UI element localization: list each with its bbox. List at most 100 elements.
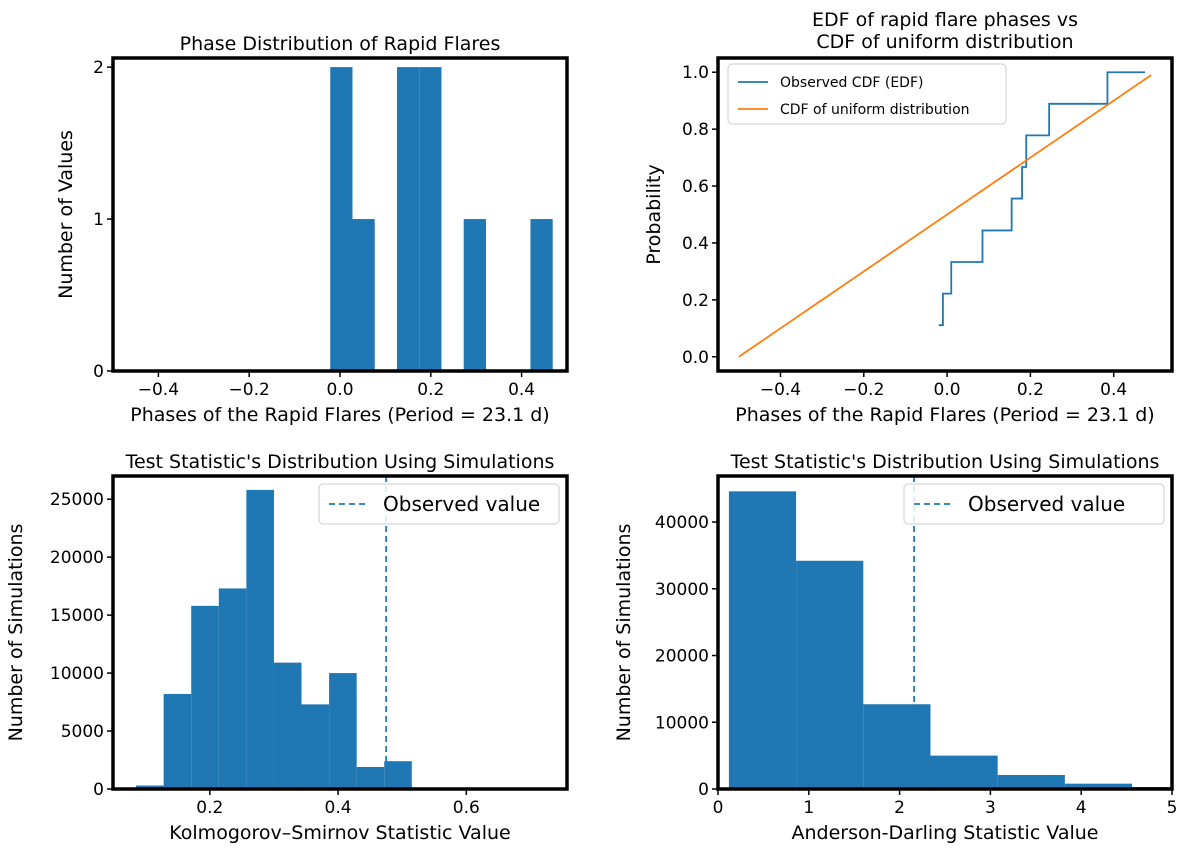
- chart-title-line: Phase Distribution of Rapid Flares: [180, 33, 501, 55]
- histogram-bar: [273, 662, 302, 789]
- histogram-bar: [997, 774, 1065, 789]
- x-axis-label: Phases of the Rapid Flares (Period = 23.…: [735, 404, 1154, 426]
- x-tick-label: 0: [713, 798, 724, 818]
- x-tick-label: 0.2: [196, 798, 223, 818]
- chart-title: Test Statistic's Distribution Using Simu…: [125, 451, 555, 473]
- legend: Observed value: [903, 483, 1165, 525]
- plot-area: [728, 476, 1172, 789]
- y-tick-label: 1.0: [682, 63, 709, 83]
- edf-step-line: [938, 71, 1145, 327]
- chart-title: EDF of rapid flare phases vs CDF of unifo…: [812, 9, 1078, 53]
- y-tick-label: 1: [93, 210, 104, 230]
- x-tick-label: 0.0: [934, 380, 961, 400]
- plot-area: [136, 476, 550, 789]
- axes-frame: [111, 474, 569, 791]
- y-tick-label: 0.0: [682, 348, 709, 368]
- y-tick-label: 15000: [50, 606, 104, 626]
- chart-title: Test Statistic's Distribution Using Simu…: [730, 451, 1160, 473]
- y-tick-label: 0.8: [682, 120, 709, 140]
- histogram-bar: [930, 755, 998, 789]
- x-axis-label: Anderson-Darling Statistic Value: [792, 822, 1099, 844]
- x-axis-label: Kolmogorov–Smirnov Statistic Value: [169, 822, 510, 844]
- x-tick-label: 0.4: [1100, 380, 1127, 400]
- x-tick-label: −0.4: [760, 380, 801, 400]
- legend-label: Observed value: [968, 492, 1125, 516]
- y-tick-label: 25000: [50, 490, 104, 510]
- x-tick-label: 0.4: [508, 380, 535, 400]
- y-axis-label: Number of Simulations: [5, 524, 27, 742]
- uniform-cdf-line: [738, 74, 1152, 358]
- y-tick-label: 0.6: [682, 177, 709, 197]
- histogram-bar: [396, 67, 420, 371]
- histogram-bar: [329, 673, 357, 789]
- chart-title-line: Test Statistic's Distribution Using Simu…: [730, 451, 1160, 473]
- chart-title-line: CDF of uniform distribution: [816, 31, 1073, 53]
- histogram-bar: [419, 67, 442, 371]
- histogram-bar: [301, 704, 330, 789]
- histogram-bar: [163, 693, 192, 789]
- x-tick-label: 4: [1076, 798, 1087, 818]
- legend: Observed CDF (EDF) CDF of uniform distrib…: [727, 63, 1007, 125]
- y-tick-label: 30000: [655, 580, 709, 600]
- y-tick-label: 0: [93, 780, 104, 800]
- histogram-bar: [352, 219, 375, 371]
- x-tick-label: 3: [985, 798, 996, 818]
- axes-frame: [716, 474, 1174, 791]
- legend-box: [727, 63, 1007, 125]
- y-tick-label: 20000: [50, 548, 104, 568]
- x-tick-label: −0.2: [229, 380, 270, 400]
- x-tick-label: 0.2: [417, 380, 444, 400]
- histogram-bar: [246, 489, 274, 789]
- edf-vs-cdf-panel: −0.4 −0.2 0.0 0.2 0.4 0.0 0.2 0.4 0.6 0.8 1.0 EDF o…: [643, 9, 1174, 426]
- phase-histogram-panel: −0.4 −0.2 0.0 0.2 0.4 0 1 2 Phase Distribution o…: [55, 33, 569, 426]
- x-tick-label: 2: [894, 798, 905, 818]
- x-tick-label: 0.6: [453, 798, 480, 818]
- y-tick-label: 5000: [61, 722, 104, 742]
- x-tick-label: −0.4: [138, 380, 179, 400]
- legend-label: Observed CDF (EDF): [780, 75, 923, 91]
- y-axis-label: Number of Simulations: [613, 524, 635, 742]
- chart-title-line: EDF of rapid flare phases vs: [812, 9, 1078, 31]
- legend-box: [903, 483, 1165, 525]
- y-tick-label: 2: [93, 58, 104, 78]
- legend: Observed value: [318, 483, 560, 525]
- y-tick-label: 40000: [655, 513, 709, 533]
- x-tick-label: 0.2: [1017, 380, 1044, 400]
- y-tick-label: 0: [698, 780, 709, 800]
- x-tick-label: 0.4: [325, 798, 352, 818]
- x-axis-label: Phases of the Rapid Flares (Period = 23.…: [130, 404, 549, 426]
- histogram-bar: [863, 704, 931, 789]
- x-tick-label: 0.0: [326, 380, 353, 400]
- y-axis-label: Number of Values: [55, 130, 77, 299]
- y-tick-label: 10000: [655, 713, 709, 733]
- histogram-bar: [356, 766, 385, 789]
- x-tick-label: 1: [803, 798, 814, 818]
- y-tick-label: 20000: [655, 647, 709, 667]
- histogram-bar: [218, 588, 247, 789]
- plot-area: [330, 67, 553, 371]
- ks-simulation-panel: 0.2 0.4 0.6 0 5000 10000 15000 20000 25000 Test S…: [5, 451, 569, 844]
- histogram-bar: [530, 219, 553, 371]
- histogram-bar: [330, 67, 353, 371]
- plot-area: [738, 71, 1152, 358]
- histogram-bar: [728, 491, 797, 789]
- chart-title: Phase Distribution of Rapid Flares: [180, 33, 501, 55]
- x-tick-label: 5: [1167, 798, 1178, 818]
- y-tick-label: 0: [93, 362, 104, 382]
- y-tick-label: 0.4: [682, 234, 709, 254]
- histogram-bar: [463, 219, 486, 371]
- histogram-bar: [191, 605, 219, 789]
- legend-label: Observed value: [383, 492, 540, 516]
- y-tick-label: 0.2: [682, 291, 709, 311]
- legend-box: [318, 483, 560, 525]
- chart-title-line: Test Statistic's Distribution Using Simu…: [125, 451, 555, 473]
- x-tick-label: −0.2: [843, 380, 884, 400]
- y-tick-label: 10000: [50, 664, 104, 684]
- y-axis-label: Probability: [643, 164, 665, 264]
- ad-simulation-panel: 0 1 2 3 4 5 0 10000 20000 30000 40000 Test Statisti…: [613, 451, 1178, 844]
- histogram-bar: [384, 761, 412, 789]
- legend-label: CDF of uniform distribution: [780, 102, 970, 118]
- axes-frame: [716, 56, 1174, 373]
- histogram-bar: [1064, 783, 1133, 789]
